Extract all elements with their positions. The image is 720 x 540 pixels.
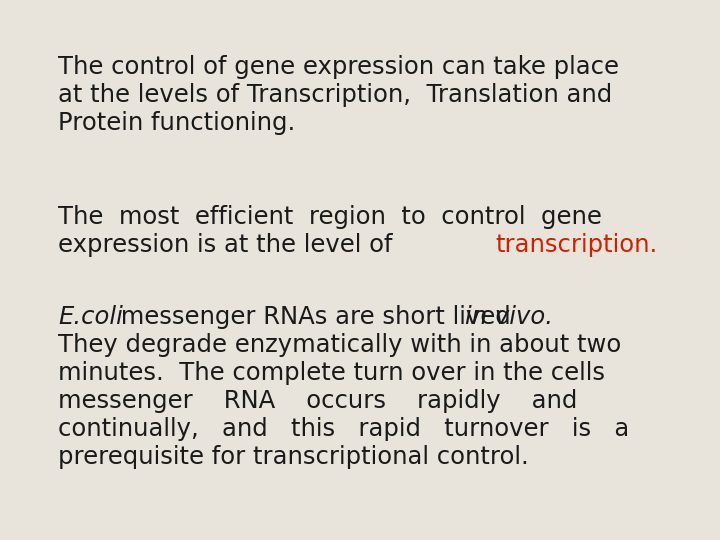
Text: in vivo.: in vivo. [465, 305, 553, 329]
Text: messenger    RNA    occurs    rapidly    and: messenger RNA occurs rapidly and [58, 389, 577, 413]
Text: minutes.  The complete turn over in the cells: minutes. The complete turn over in the c… [58, 361, 605, 385]
Text: messenger RNAs are short lived: messenger RNAs are short lived [113, 305, 518, 329]
Text: Protein functioning.: Protein functioning. [58, 111, 295, 135]
Text: E.coli: E.coli [58, 305, 123, 329]
Text: The  most  efficient  region  to  control  gene: The most efficient region to control gen… [58, 205, 602, 229]
Text: at the levels of Transcription,  Translation and: at the levels of Transcription, Translat… [58, 83, 612, 107]
Text: transcription.: transcription. [495, 233, 657, 257]
Text: continually,   and   this   rapid   turnover   is   a: continually, and this rapid turnover is … [58, 417, 629, 441]
Text: They degrade enzymatically with in about two: They degrade enzymatically with in about… [58, 333, 621, 357]
Text: prerequisite for transcriptional control.: prerequisite for transcriptional control… [58, 445, 528, 469]
Text: expression is at the level of: expression is at the level of [58, 233, 400, 257]
Text: The control of gene expression can take place: The control of gene expression can take … [58, 55, 619, 79]
